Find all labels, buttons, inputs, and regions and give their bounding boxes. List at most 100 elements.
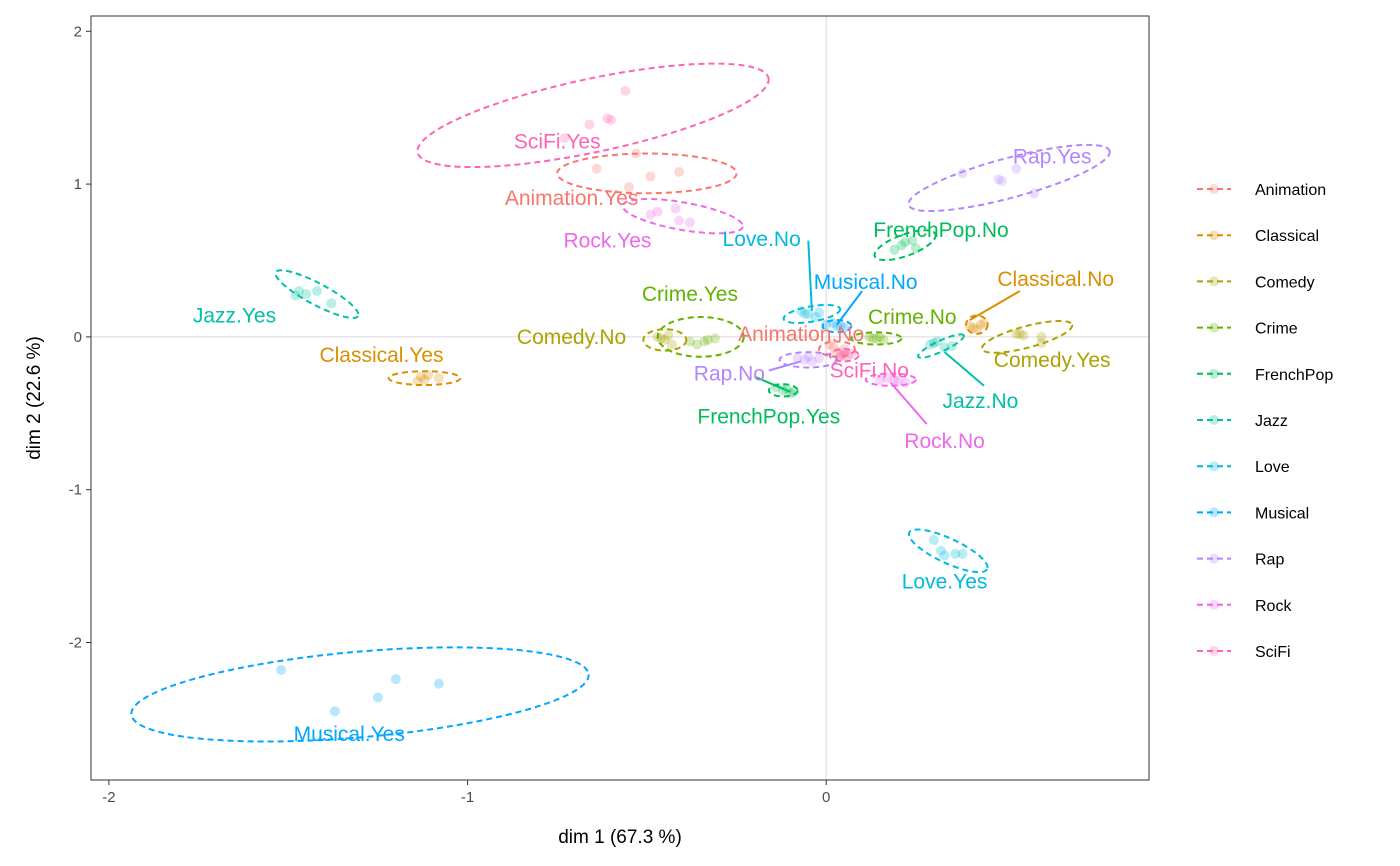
category-label-comedy-0: Comedy.No xyxy=(517,326,626,349)
ellipse-scifi-0 xyxy=(416,62,770,169)
legend-key-point-crime xyxy=(1209,322,1219,333)
y-tick-label-3: -1 xyxy=(69,482,82,499)
point-rap-6 xyxy=(799,354,810,365)
legend-key-point-love xyxy=(1209,461,1219,472)
legend-key-point-animation xyxy=(1209,184,1219,194)
point-classical-5 xyxy=(968,322,979,333)
point-musical-2 xyxy=(372,692,383,703)
category-label-rock-0: Rock.Yes xyxy=(563,230,651,253)
x-axis-title: dim 1 (67.3 %) xyxy=(558,827,682,848)
point-rock-2 xyxy=(674,215,685,226)
point-musical-0 xyxy=(276,664,287,675)
category-label-love-0: Love.Yes xyxy=(902,570,988,593)
legend-label-animation: Animation xyxy=(1255,182,1326,199)
point-musical-1 xyxy=(329,706,340,717)
panel-background xyxy=(91,16,1149,780)
point-rock-6 xyxy=(882,373,893,384)
ellipse-scifi-1 xyxy=(828,348,860,363)
category-label-comedy-1: Comedy.Yes xyxy=(994,349,1111,372)
category-label-jazz-1: Jazz.No xyxy=(943,390,1019,413)
category-label-jazz-0: Jazz.Yes xyxy=(193,304,276,327)
ellipse-rock-1 xyxy=(864,372,917,387)
category-label-rap-0: Rap.Yes xyxy=(1013,146,1092,169)
point-comedy-1 xyxy=(659,334,670,345)
point-rock-4 xyxy=(652,206,663,217)
category-label-crime-1: Crime.No xyxy=(868,306,957,329)
legend-key-point-frenchpop xyxy=(1209,368,1219,379)
point-love-8 xyxy=(814,307,825,318)
point-rock-9 xyxy=(889,374,900,385)
point-scifi-1 xyxy=(584,119,595,130)
point-scifi-7 xyxy=(835,351,846,362)
leader-line-rock-0 xyxy=(890,382,928,425)
ellipse-comedy-0 xyxy=(642,328,688,352)
point-rock-0 xyxy=(645,209,656,220)
point-rock-3 xyxy=(684,217,695,228)
legend-key-point-rap xyxy=(1209,553,1219,564)
point-classical-3 xyxy=(423,370,434,381)
ellipse-crime-0 xyxy=(656,316,745,358)
point-love-0 xyxy=(928,535,939,546)
point-musical-7 xyxy=(839,322,850,333)
y-tick-label-1: 1 xyxy=(74,176,82,193)
point-jazz-1 xyxy=(301,289,312,300)
ellipse-musical-0 xyxy=(130,646,590,743)
point-jazz-8 xyxy=(946,341,957,352)
point-classical-0 xyxy=(415,371,426,382)
point-animation-4 xyxy=(591,163,602,174)
point-comedy-4 xyxy=(656,333,667,344)
x-tick-label-1: -1 xyxy=(461,789,474,806)
legend-label-rock: Rock xyxy=(1255,598,1292,615)
point-crime-1 xyxy=(710,333,721,344)
legend-label-musical: Musical xyxy=(1255,505,1309,522)
legend-label-classical: Classical xyxy=(1255,228,1319,245)
ellipse-classical-0 xyxy=(387,370,462,387)
y-tick-label-4: -2 xyxy=(69,634,82,651)
leader-line-rap-0 xyxy=(768,360,802,372)
ellipse-rock-0 xyxy=(621,197,744,235)
point-crime-7 xyxy=(878,334,889,345)
point-love-2 xyxy=(950,548,961,559)
point-classical-7 xyxy=(971,324,982,335)
legend-label-love: Love xyxy=(1255,459,1290,476)
ellipse-animation-1 xyxy=(818,340,856,358)
category-label-animation-0: Animation.Yes xyxy=(505,187,638,210)
point-musical-6 xyxy=(831,321,842,332)
point-rock-5 xyxy=(875,374,886,385)
leader-line-frenchpop-0 xyxy=(754,375,791,393)
legend-key-point-classical xyxy=(1209,230,1219,241)
category-label-rock-1: Rock.No xyxy=(904,430,985,453)
leader-line-love-0 xyxy=(807,240,813,311)
ellipse-love-1 xyxy=(782,303,842,324)
point-rap-1 xyxy=(993,174,1004,185)
y-axis-title: dim 2 (22.6 %) xyxy=(24,336,45,460)
panel-border xyxy=(90,15,1150,781)
point-jazz-3 xyxy=(326,298,337,309)
point-comedy-6 xyxy=(1018,330,1029,341)
category-label-animation-1: Animation.No xyxy=(738,323,864,346)
point-crime-0 xyxy=(699,336,710,347)
category-label-musical-0: Musical.Yes xyxy=(294,723,405,746)
x-tick-label-0: -2 xyxy=(102,789,115,806)
legend: Animation Classical Comedy Crime FrenchPop Ja… xyxy=(1197,182,1333,661)
point-animation-3 xyxy=(623,182,634,193)
point-rap-9 xyxy=(803,351,814,362)
point-love-4 xyxy=(957,548,968,559)
ellipse-jazz-0 xyxy=(274,269,360,319)
point-rap-4 xyxy=(996,176,1007,187)
category-label-frenchpop-1: FrenchPop.Yes xyxy=(697,405,840,428)
point-classical-1 xyxy=(419,374,430,385)
point-crime-8 xyxy=(871,333,882,344)
ellipse-crime-1 xyxy=(850,331,903,346)
legend-key-point-comedy xyxy=(1209,276,1219,287)
point-comedy-5 xyxy=(1011,328,1022,339)
point-animation-1 xyxy=(645,171,656,182)
ellipse-frenchpop-0 xyxy=(873,229,937,262)
legend-label-frenchpop: FrenchPop xyxy=(1255,367,1333,384)
point-crime-9 xyxy=(864,331,875,342)
point-animation-2 xyxy=(674,166,685,177)
category-label-love-1: Love.No xyxy=(723,228,801,251)
point-animation-8 xyxy=(835,350,846,361)
point-love-3 xyxy=(935,545,946,556)
